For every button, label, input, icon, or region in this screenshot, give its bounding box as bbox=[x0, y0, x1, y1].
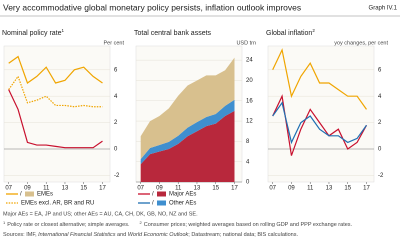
y-tick-label: 0 bbox=[378, 147, 382, 153]
panel-title-text: Total central bank assets bbox=[134, 30, 212, 37]
x-tick-label: 17 bbox=[99, 186, 106, 192]
legend-label: EMEs excl. AR, BR and RU bbox=[21, 201, 94, 207]
x-tick-label: 07 bbox=[137, 186, 144, 192]
x-tick-label: 17 bbox=[231, 186, 238, 192]
y-tick-label: 0 bbox=[114, 147, 118, 153]
y-tick-label: 12 bbox=[246, 119, 253, 125]
y-tick-label: 4 bbox=[378, 94, 382, 100]
y-tick-label: 2 bbox=[114, 120, 118, 126]
sources: Sources: IMF, International Financial St… bbox=[3, 232, 298, 238]
note: Major AEs = EA, JP and US; other AEs = A… bbox=[3, 211, 198, 217]
legend-swatch bbox=[157, 200, 166, 206]
series-line bbox=[272, 94, 368, 156]
series-line bbox=[8, 75, 103, 108]
x-tick-label: 07 bbox=[269, 186, 276, 192]
x-tick-label: 13 bbox=[62, 186, 69, 192]
panel-title-note: 2 bbox=[312, 28, 315, 33]
y-tick-label: 16 bbox=[246, 98, 253, 104]
x-tick-label: 17 bbox=[363, 186, 370, 192]
x-tick-label: 15 bbox=[212, 186, 219, 192]
x-tick-label: 13 bbox=[194, 186, 201, 192]
unit-label: Per cent bbox=[104, 40, 125, 46]
area bbox=[140, 99, 235, 165]
sources-part: International Financial Statistics bbox=[38, 232, 116, 238]
x-tick-label: 09 bbox=[156, 186, 163, 192]
legend-separator: / bbox=[152, 192, 154, 198]
unit-label: USD trn bbox=[236, 40, 256, 46]
figure-title: Very accommodative global monetary polic… bbox=[3, 2, 301, 12]
series-line bbox=[8, 55, 103, 84]
y-tick-label: 20 bbox=[246, 78, 253, 84]
sources-part: Sources: IMF, bbox=[3, 232, 38, 238]
sources-part: ; Datastream; national data; BIS calcula… bbox=[188, 232, 298, 238]
series-line bbox=[272, 101, 367, 145]
sources-part: World Economic Outlook bbox=[128, 232, 189, 238]
series-line bbox=[8, 89, 103, 149]
y-tick-label: 24 bbox=[246, 58, 253, 64]
panel-title: Global inflation2 bbox=[266, 28, 315, 37]
y-tick-label: 8 bbox=[246, 139, 250, 145]
legend-label: Major AEs bbox=[169, 192, 196, 198]
plot-frame bbox=[3, 45, 111, 183]
x-tick-label: 09 bbox=[24, 186, 31, 192]
x-tick-label: 07 bbox=[5, 186, 12, 192]
panel-title: Total central bank assets bbox=[134, 30, 212, 37]
y-tick-label: 0 bbox=[246, 180, 250, 186]
footnote-mark: 1 bbox=[3, 220, 6, 225]
x-tick-label: 11 bbox=[175, 186, 182, 192]
legend-separator: / bbox=[20, 192, 22, 198]
legend-label: EMEs bbox=[37, 192, 53, 198]
graph-id: Graph IV.1 bbox=[369, 6, 398, 12]
sources-part: and bbox=[116, 232, 128, 238]
x-tick-label: 15 bbox=[80, 186, 87, 192]
y-tick-label: -2 bbox=[114, 173, 120, 179]
y-tick-label: -2 bbox=[378, 173, 384, 179]
x-tick-label: 09 bbox=[288, 186, 295, 192]
x-tick-label: 11 bbox=[307, 186, 314, 192]
footnote-mark: 2 bbox=[140, 220, 143, 225]
area bbox=[140, 57, 235, 160]
unit-label: yoy changes, per cent bbox=[334, 40, 388, 46]
footnote-text: Consumer prices; weighted averages based… bbox=[144, 222, 353, 228]
panel-title-text: Global inflation bbox=[266, 30, 312, 37]
area bbox=[140, 110, 235, 182]
y-tick-label: 6 bbox=[114, 67, 118, 73]
legend-label: Other AEs bbox=[169, 201, 196, 207]
series-line bbox=[272, 48, 367, 110]
y-tick-label: 6 bbox=[378, 67, 382, 73]
y-tick-label: 2 bbox=[378, 120, 382, 126]
x-tick-label: 15 bbox=[344, 186, 351, 192]
y-tick-label: 4 bbox=[246, 159, 250, 165]
x-tick-label: 13 bbox=[326, 186, 333, 192]
legend-swatch bbox=[25, 191, 34, 197]
plot-frame bbox=[267, 45, 375, 183]
footnote: 1Policy rate or closest alternative; sim… bbox=[3, 220, 353, 229]
footnote-text: Policy rate or closest alternative; simp… bbox=[7, 222, 130, 228]
legend-swatch bbox=[157, 191, 166, 197]
panel-title-note: 1 bbox=[62, 28, 65, 33]
panel-title: Nominal policy rate1 bbox=[2, 28, 65, 37]
legend-separator: / bbox=[152, 201, 154, 207]
y-tick-label: 4 bbox=[114, 94, 118, 100]
x-tick-label: 11 bbox=[43, 186, 50, 192]
panel-title-text: Nominal policy rate bbox=[2, 30, 62, 37]
